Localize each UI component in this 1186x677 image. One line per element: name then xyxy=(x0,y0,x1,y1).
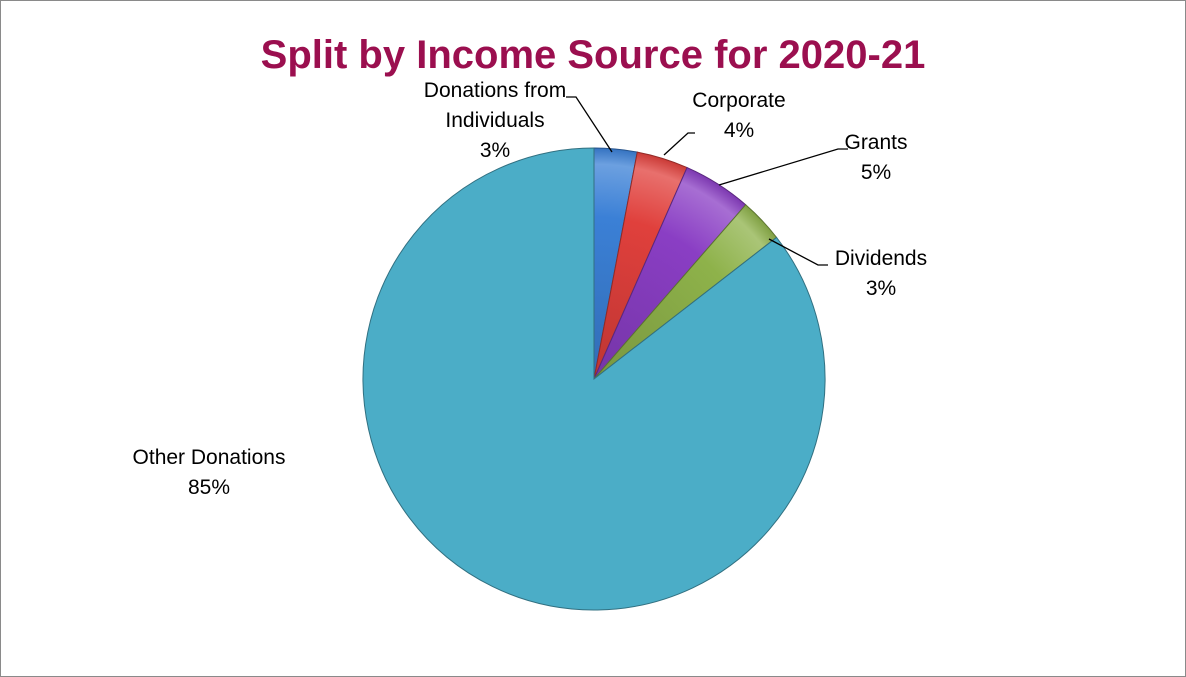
leader-line-donations-from-individuals xyxy=(566,96,613,153)
leader-line-corporate xyxy=(663,132,695,156)
data-label-other-donations: Other Donations 85% xyxy=(133,446,286,499)
chart-title: Split by Income Source for 2020-21 xyxy=(261,33,926,77)
data-label-dividends: Dividends 3% xyxy=(835,247,927,300)
pie-slice-other-donations xyxy=(362,147,826,611)
data-label-corporate: Corporate 4% xyxy=(692,89,785,142)
data-label-donations-from-individuals: Donations from Individuals 3% xyxy=(424,79,566,162)
data-label-grants: Grants 5% xyxy=(844,131,907,184)
leader-line-dividends xyxy=(768,238,828,266)
leader-line-grants xyxy=(718,148,848,186)
